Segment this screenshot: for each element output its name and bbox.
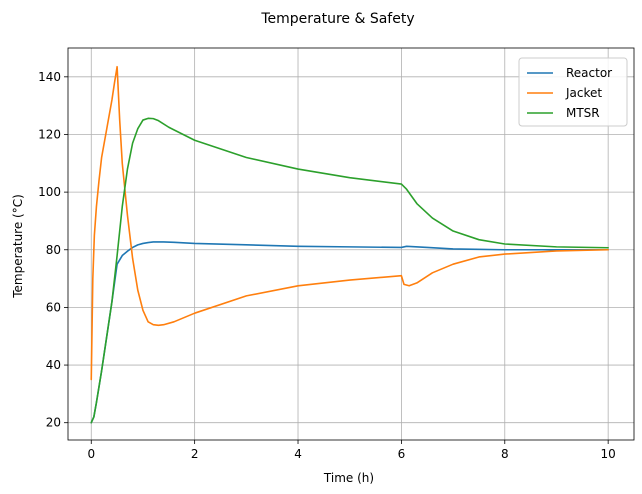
x-axis-label: Time (h) bbox=[323, 471, 374, 485]
series-lines bbox=[90, 65, 609, 424]
y-tick-label: 20 bbox=[46, 416, 61, 430]
series-line-reactor bbox=[90, 241, 609, 424]
x-tick-label: 8 bbox=[501, 447, 509, 461]
y-axis-ticks: 20 40 60 80 100 120 140 bbox=[38, 70, 68, 430]
x-tick-label: 2 bbox=[191, 447, 199, 461]
x-tick-label: 4 bbox=[294, 447, 302, 461]
series-line-mtsr bbox=[90, 117, 609, 424]
chart-title: Temperature & Safety bbox=[260, 11, 414, 27]
x-tick-label: 6 bbox=[398, 447, 406, 461]
plot-area-frame bbox=[67, 47, 635, 441]
y-axis-label: Temperature (°C) bbox=[11, 194, 25, 299]
legend-label-jacket: Jacket bbox=[565, 86, 602, 100]
legend: Reactor Jacket MTSR bbox=[518, 57, 628, 127]
x-axis-ticks: 0 2 4 6 8 10 bbox=[87, 440, 616, 461]
y-tick-label: 120 bbox=[38, 127, 61, 141]
y-tick-label: 80 bbox=[46, 243, 61, 257]
y-tick-label: 100 bbox=[38, 185, 61, 199]
y-tick-label: 60 bbox=[46, 300, 61, 314]
legend-label-mtsr: MTSR bbox=[566, 106, 600, 120]
x-tick-label: 0 bbox=[87, 447, 95, 461]
x-tick-label: 10 bbox=[601, 447, 616, 461]
legend-box bbox=[518, 57, 628, 127]
series-line-jacket bbox=[90, 65, 609, 381]
y-tick-label: 40 bbox=[46, 358, 61, 372]
y-tick-label: 140 bbox=[38, 70, 61, 84]
legend-label-reactor: Reactor bbox=[566, 66, 612, 80]
